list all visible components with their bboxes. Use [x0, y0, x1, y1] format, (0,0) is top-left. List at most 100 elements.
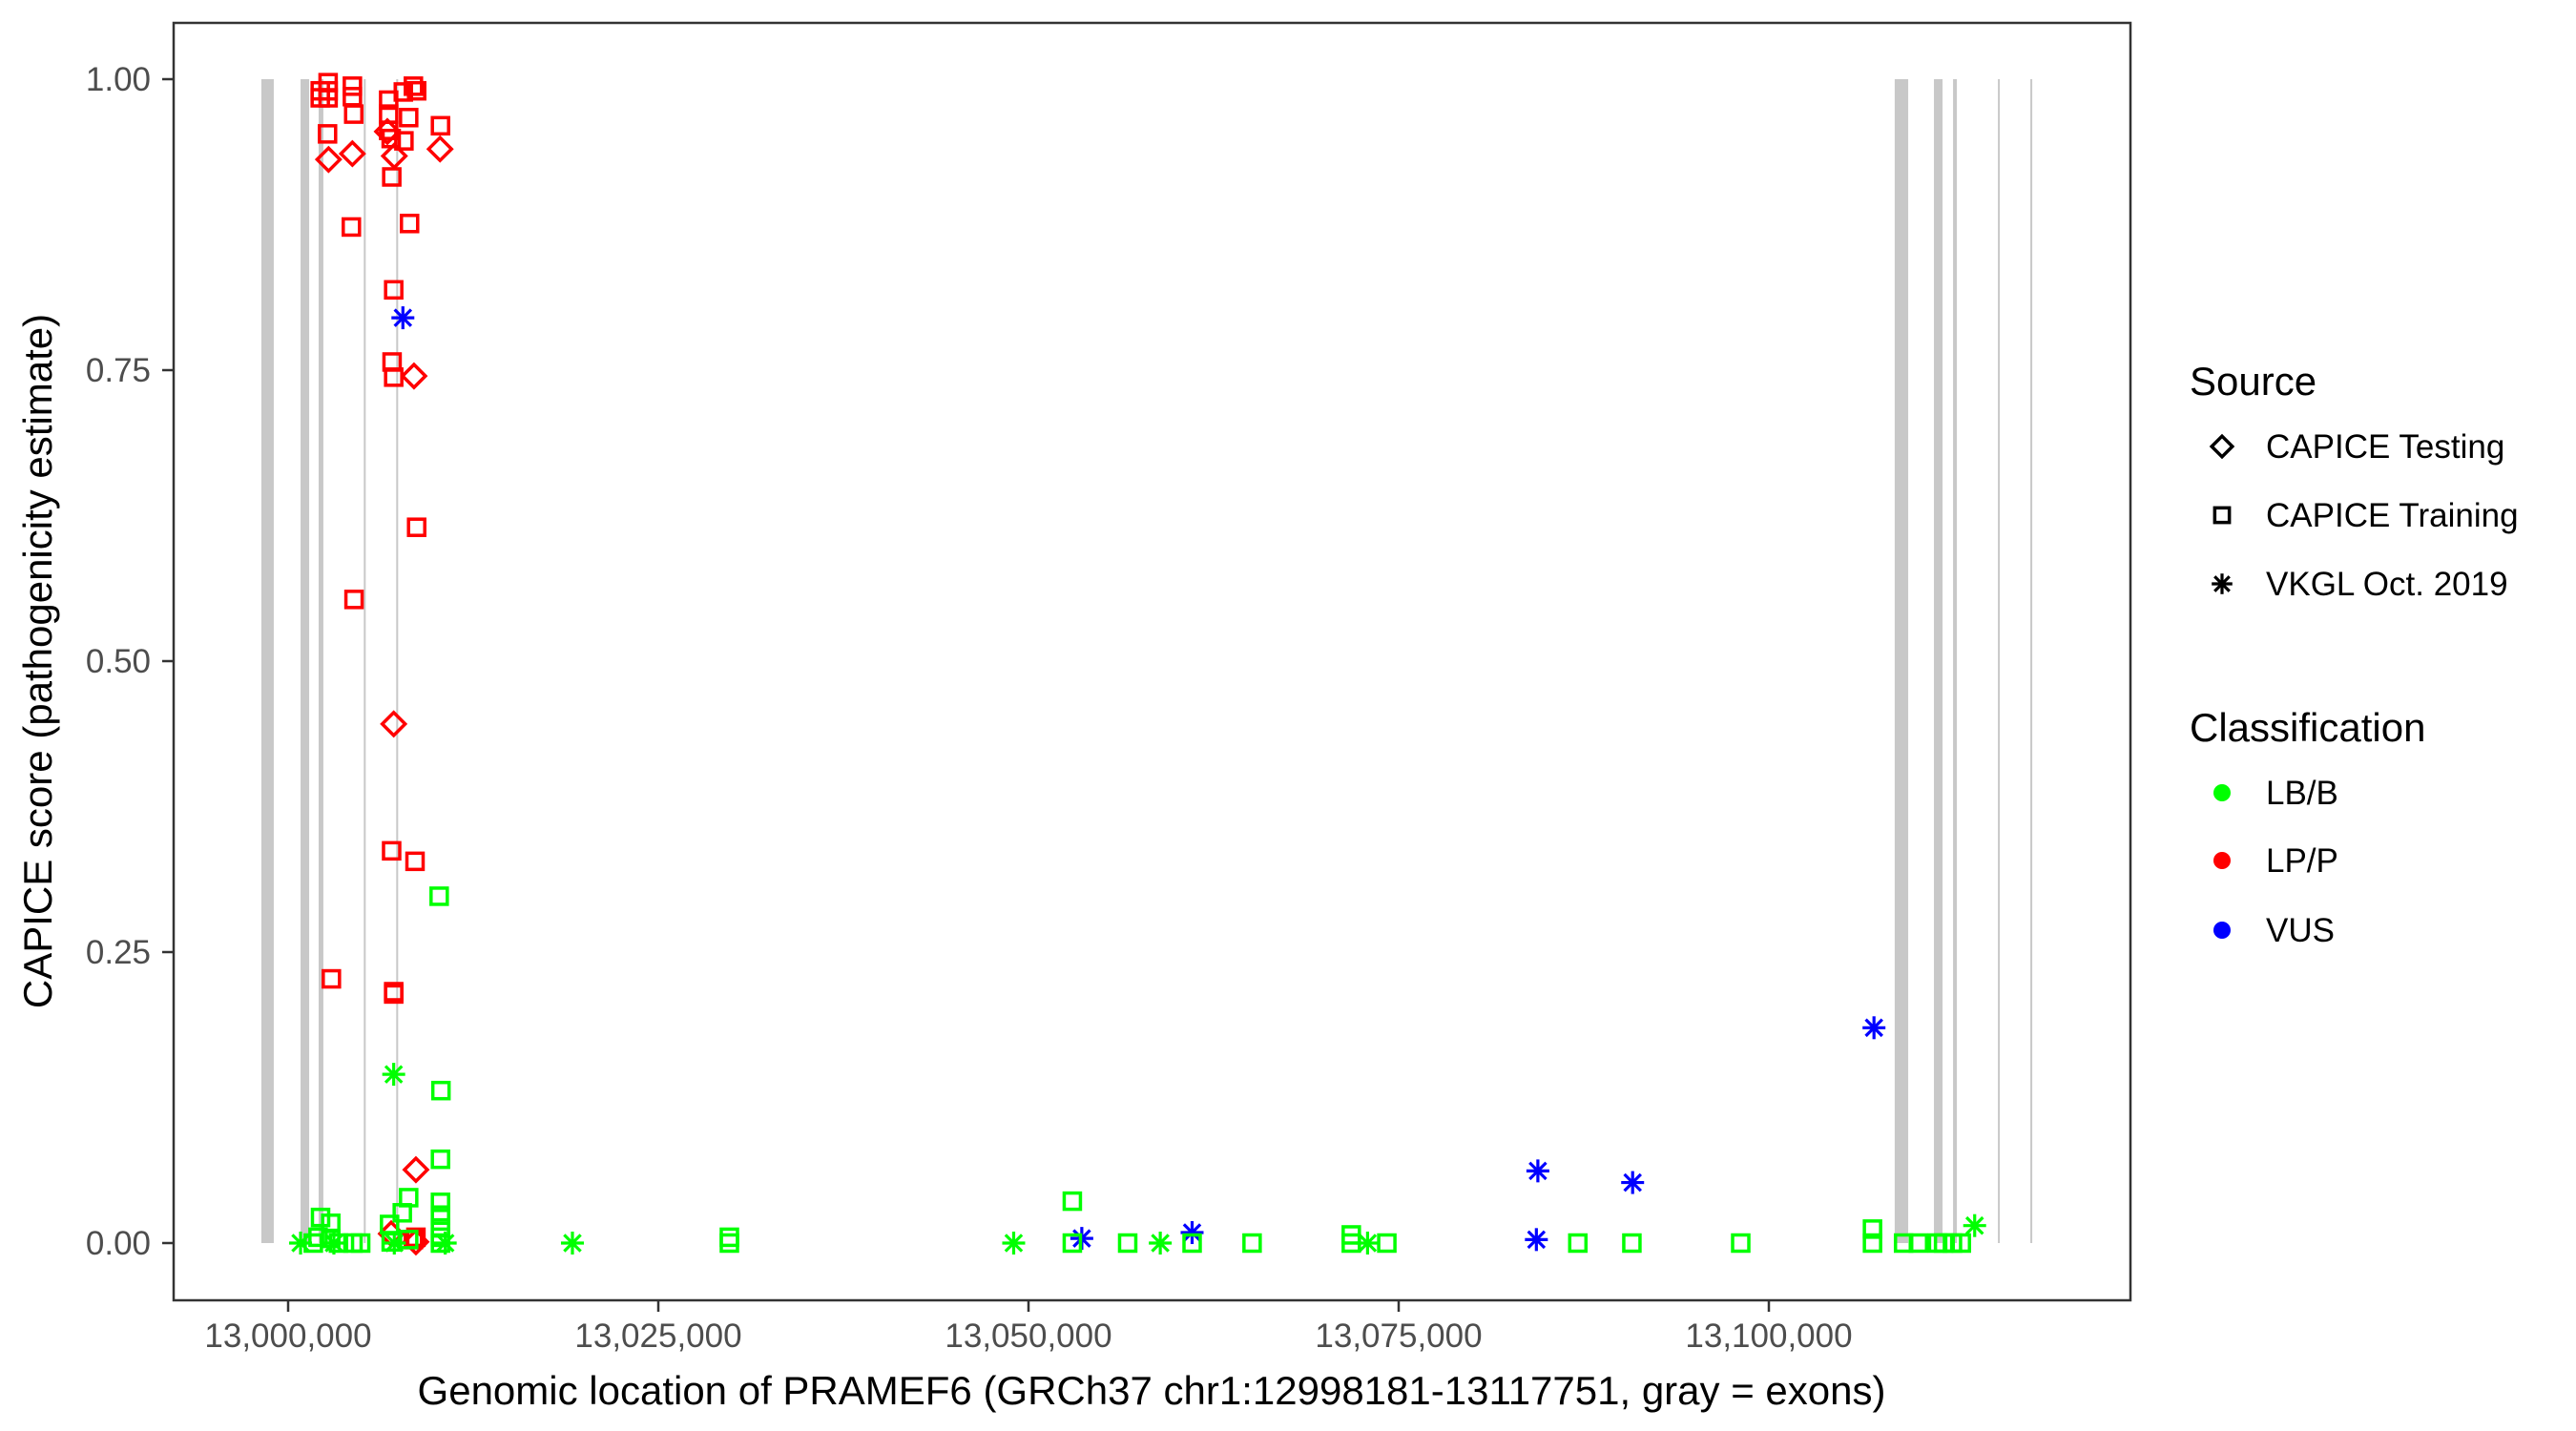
data-point [338, 139, 366, 168]
data-point [314, 145, 343, 174]
data-point [382, 840, 402, 861]
data-point [404, 76, 424, 96]
data-point [380, 710, 408, 738]
data-point [382, 1063, 405, 1087]
y-tick-label: 0.75 [86, 352, 151, 389]
data-point [1731, 1233, 1751, 1254]
data-point [430, 1080, 451, 1101]
data-point [430, 1233, 450, 1254]
data-point [310, 1207, 331, 1228]
data-point [343, 104, 364, 124]
legend-dot-icon [2213, 852, 2231, 869]
exon-band [1953, 79, 1958, 1243]
y-tick-label: 0.00 [86, 1225, 151, 1262]
exon-band [396, 79, 399, 1243]
legend-diamond-icon [2209, 433, 2235, 460]
data-point [1622, 1233, 1642, 1254]
data-point [384, 280, 404, 301]
data-point [1951, 1233, 1972, 1254]
data-point [303, 1233, 323, 1254]
legend-source-label: CAPICE Training [2266, 497, 2519, 534]
plot-background [174, 23, 2130, 1300]
x-axis-title: Genomic location of PRAMEF6 (GRCh37 chr1… [418, 1368, 1886, 1413]
data-point [342, 217, 362, 238]
exon-band [1934, 79, 1943, 1243]
data-point [400, 214, 420, 234]
data-point [373, 117, 402, 146]
legend-asterisk-icon [2212, 573, 2233, 594]
y-axis-title: CAPICE score (pathogenicity estimate) [15, 314, 60, 1008]
data-point [1526, 1159, 1549, 1183]
data-points [289, 73, 1986, 1256]
data-point [394, 131, 414, 151]
data-point [1182, 1233, 1202, 1254]
y-axis: 0.00 0.25 0.50 0.75 1.00 [86, 61, 174, 1262]
data-point [1862, 1233, 1882, 1254]
legend-source-label: VKGL Oct. 2019 [2266, 566, 2508, 603]
data-point [430, 1205, 450, 1225]
data-point [343, 76, 363, 96]
legend-classification-title: Classification [2190, 705, 2425, 750]
exon-band [2030, 79, 2033, 1243]
data-point [343, 590, 364, 610]
data-point [399, 108, 419, 128]
data-point [1908, 1233, 1929, 1254]
exon-band [318, 79, 323, 1243]
data-point [380, 142, 408, 170]
exon-band [1894, 79, 1909, 1243]
data-point [1002, 1232, 1026, 1255]
exon-band [364, 79, 366, 1243]
data-point [719, 1233, 739, 1254]
data-point [402, 1155, 430, 1184]
data-point [318, 88, 339, 108]
exon-band [260, 79, 274, 1243]
x-axis: 13,000,000 13,025,000 13,050,000 13,075,000… [204, 1300, 1853, 1355]
data-point [382, 167, 402, 187]
legend-classification-label: VUS [2266, 912, 2335, 949]
y-tick-label: 0.25 [86, 934, 151, 971]
data-point [1062, 1191, 1083, 1212]
legend-classification-label: LP/P [2266, 842, 2338, 880]
data-point [350, 1233, 371, 1254]
x-tick-label: 13,075,000 [1315, 1317, 1482, 1355]
data-point [430, 115, 450, 136]
data-point [1377, 1233, 1397, 1254]
data-point [1963, 1213, 1986, 1237]
data-point [391, 306, 415, 330]
x-tick-label: 13,000,000 [204, 1317, 371, 1355]
x-tick-label: 13,050,000 [945, 1317, 1111, 1355]
data-point [400, 362, 428, 390]
data-point [1341, 1233, 1361, 1254]
data-point [430, 1192, 450, 1213]
data-point [1568, 1233, 1589, 1254]
x-tick-label: 13,100,000 [1685, 1317, 1852, 1355]
data-point [405, 851, 426, 872]
data-point [1862, 1016, 1886, 1040]
data-point [560, 1232, 584, 1255]
data-point [1149, 1232, 1173, 1255]
legend-dot-icon [2213, 784, 2231, 801]
data-point [328, 1233, 349, 1254]
data-point [1862, 1219, 1882, 1239]
data-point [1117, 1233, 1138, 1254]
data-point [1180, 1221, 1204, 1245]
x-tick-label: 13,025,000 [574, 1317, 741, 1355]
legend-square-icon [2212, 506, 2232, 525]
legend-dot-icon [2213, 922, 2231, 939]
data-point [429, 886, 449, 906]
legend-source-label: CAPICE Testing [2266, 428, 2504, 466]
legend-classification-label: LB/B [2266, 775, 2338, 812]
data-point [430, 1149, 450, 1170]
data-point [402, 1228, 430, 1256]
y-tick-label: 0.50 [86, 643, 151, 680]
data-point [399, 1230, 419, 1250]
data-point [1525, 1228, 1548, 1252]
exon-bands [260, 79, 2033, 1243]
legend-source-title: Source [2190, 359, 2316, 404]
data-point [1621, 1171, 1645, 1194]
data-point [1062, 1233, 1083, 1254]
data-point [308, 1227, 328, 1248]
exon-band [301, 79, 310, 1243]
data-point [318, 124, 338, 144]
